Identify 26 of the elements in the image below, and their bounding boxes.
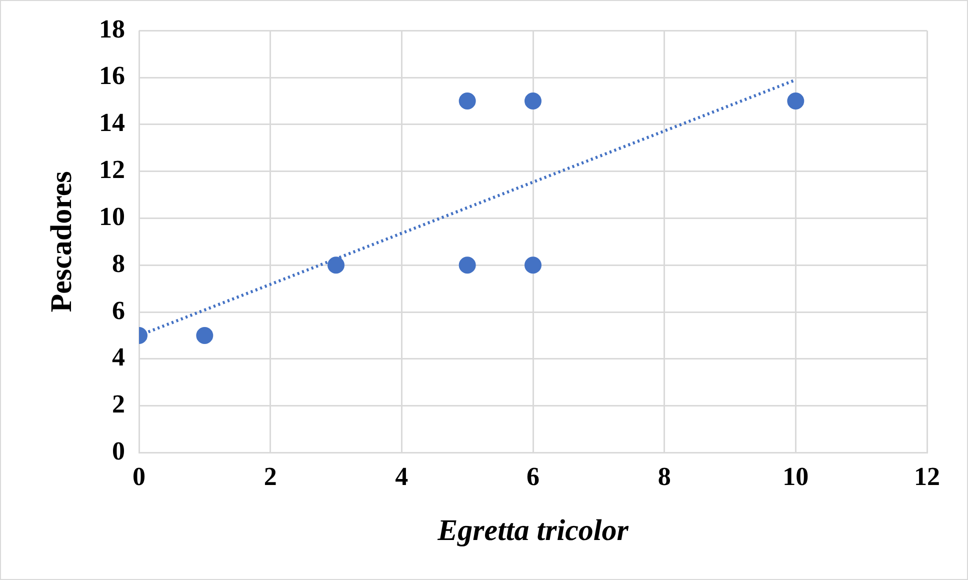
point: [458, 92, 476, 110]
x-tick-label: 6: [526, 462, 540, 492]
point: [524, 256, 542, 274]
y-tick-label: 18: [99, 14, 125, 44]
point: [328, 256, 344, 274]
y-tick-label: 2: [112, 390, 125, 419]
x-tick-label: 4: [395, 462, 408, 492]
y-tick-label: 4: [112, 342, 125, 372]
y-tick-label: 8: [112, 248, 125, 278]
point: [458, 256, 476, 274]
y-tick-label: 14: [99, 108, 125, 138]
y-tick-label: 0: [112, 436, 125, 466]
x-tick-label: 10: [782, 462, 809, 492]
x-tick-label: 2: [264, 462, 277, 492]
x-tick-label: 0: [132, 462, 146, 492]
x-tick-label: 12: [914, 462, 940, 492]
point: [787, 92, 804, 110]
y-tick-label: 12: [99, 155, 125, 184]
y-axis-title: Pescadores: [44, 171, 78, 312]
x-axis-title: Egretta tricolor: [436, 514, 629, 547]
point: [524, 92, 542, 110]
x-tick-label: 8: [658, 462, 671, 492]
y-tick-label: 10: [99, 202, 125, 231]
y-tick-label: 6: [112, 296, 125, 325]
point: [196, 327, 214, 344]
y-tick-label: 16: [99, 61, 125, 90]
